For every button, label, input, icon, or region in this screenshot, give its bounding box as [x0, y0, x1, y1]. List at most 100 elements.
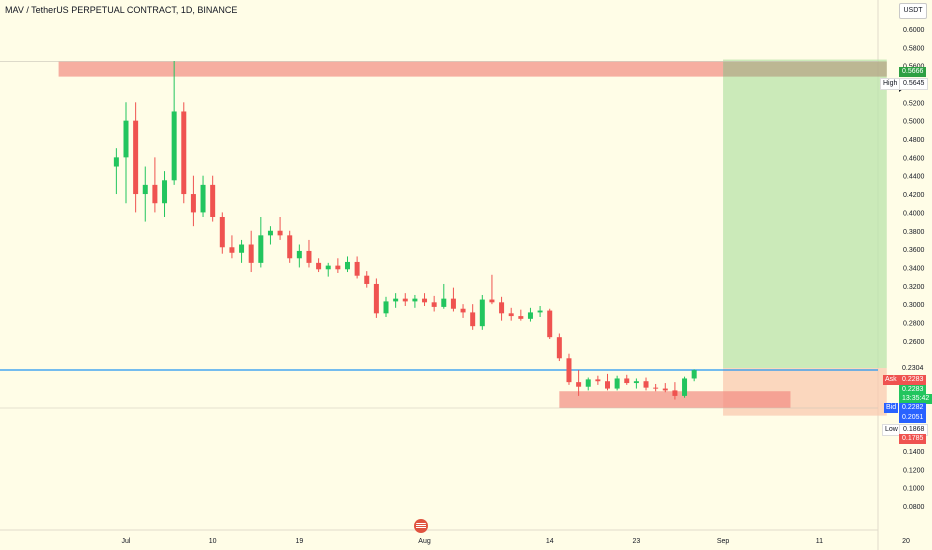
candle-body	[344, 261, 350, 270]
candle	[508, 307, 514, 321]
y-tick-label: 0.4800	[903, 137, 925, 144]
x-tick-label: 20	[902, 538, 910, 545]
candle-body	[576, 382, 582, 387]
x-tick-label: 14	[546, 538, 554, 545]
candle	[219, 212, 225, 254]
candle-body	[489, 299, 495, 303]
candle-body	[210, 184, 216, 217]
candle	[527, 307, 533, 322]
candle	[181, 102, 187, 204]
candle-body	[605, 381, 610, 389]
candle-body	[614, 378, 620, 389]
candle	[499, 296, 505, 321]
candle	[364, 271, 370, 288]
current-price-box: 0.2283	[899, 385, 927, 395]
candle	[470, 304, 476, 330]
candle-body	[653, 387, 659, 389]
candle	[672, 382, 678, 400]
candle	[258, 216, 264, 268]
candle	[373, 278, 379, 318]
candle-body	[113, 157, 119, 167]
candle-body	[682, 378, 688, 396]
support-zone	[559, 391, 724, 409]
candle	[113, 148, 119, 195]
y-tick-label: 0.3600	[903, 247, 925, 254]
candle	[325, 262, 331, 277]
candle	[267, 226, 273, 245]
candle-body	[624, 378, 630, 384]
currency-selector[interactable]: USDT	[899, 3, 927, 19]
candle	[460, 304, 466, 318]
y-tick-label: 0.5800	[903, 45, 925, 52]
candle-body	[296, 250, 302, 259]
candle-body	[267, 230, 273, 236]
candle-body	[479, 299, 485, 327]
candle-body	[152, 184, 158, 204]
candle	[691, 369, 697, 382]
candle-body	[691, 370, 697, 379]
candle-body	[133, 120, 139, 195]
y-tick-label: 0.3800	[903, 229, 925, 236]
candle	[335, 258, 341, 273]
candle	[556, 333, 562, 362]
candle	[142, 166, 148, 222]
entry-price-box: 0.2051	[899, 413, 927, 423]
chart-title: MAV / TetherUS PERPETUAL CONTRACT, 1D, B…	[5, 5, 238, 15]
us-flag-event-icon[interactable]	[414, 519, 428, 533]
stop-price-box: 0.1785	[899, 434, 927, 444]
candle	[412, 294, 418, 308]
candle-body	[633, 381, 639, 384]
bar-countdown: 13:35:42	[899, 394, 932, 404]
y-tick-label: 0.4200	[903, 192, 925, 199]
candle-body	[200, 184, 206, 213]
candle-body	[595, 379, 601, 382]
candle	[344, 256, 350, 273]
candle	[441, 283, 447, 309]
candle-body	[248, 244, 254, 263]
y-tick-label: 0.3200	[903, 284, 925, 291]
x-tick-label: Jul	[122, 538, 131, 545]
candle	[383, 296, 389, 317]
candle	[239, 239, 245, 263]
candle	[422, 293, 428, 306]
y-tick-label: 0.1400	[903, 449, 925, 456]
candle	[210, 175, 216, 222]
candle-body	[431, 302, 437, 307]
candle	[662, 383, 668, 393]
candle	[585, 377, 591, 391]
candle-body	[441, 298, 447, 307]
candle-body	[373, 283, 379, 314]
candle-body	[585, 379, 591, 387]
ask-label: Ask	[883, 375, 899, 385]
candle-body	[672, 390, 678, 396]
high-value: 0.5645	[899, 78, 929, 90]
candle	[393, 293, 399, 308]
candle	[643, 377, 649, 391]
x-tick-label: Aug	[418, 538, 431, 545]
candle	[354, 256, 360, 279]
candle-body	[239, 244, 245, 253]
candle	[152, 157, 158, 213]
candle	[624, 374, 630, 385]
candle	[248, 230, 254, 273]
candle	[402, 293, 408, 306]
candle-body	[556, 337, 562, 359]
candle	[431, 295, 437, 312]
bid-value: 0.2282	[899, 403, 927, 413]
candle	[682, 376, 688, 398]
y-tick-label: 0.3400	[903, 265, 925, 272]
candle-body	[566, 358, 572, 383]
candle	[518, 309, 524, 321]
candle-body	[518, 316, 524, 319]
y-tick-label: 0.1200	[903, 467, 925, 474]
candle-body	[171, 111, 177, 181]
candle	[171, 61, 177, 185]
candle	[229, 235, 235, 259]
candle	[537, 305, 543, 317]
candle-body	[229, 247, 235, 253]
candle-body	[412, 298, 418, 302]
candle-body	[662, 388, 668, 391]
candle-body	[190, 194, 196, 213]
candle	[287, 230, 293, 263]
